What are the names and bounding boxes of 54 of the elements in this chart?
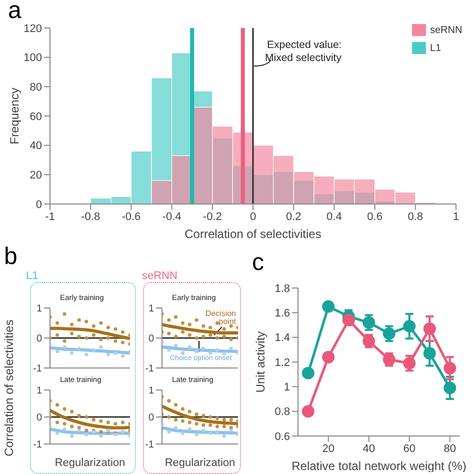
y-tick-label: 120 [24,22,42,35]
annotation: Decision point [204,309,236,327]
ref-line-label: Expected value: Mixed selectivity [265,39,342,64]
chart-title: L1 [26,270,38,282]
x-axis-title: Regularization [54,457,126,469]
x-tick-label: 80 [444,442,456,455]
text: a [8,0,22,24]
x-tick-label: 60 [403,442,416,455]
y-tick-label: 1.6 [274,308,290,320]
chart-title: seRNN [142,270,178,282]
x-tick-label: 1 [452,210,460,223]
y-tick-label: 1 [36,304,42,315]
x-tick-label: 0.6 [367,210,382,223]
text: b [4,243,18,270]
y-axis-title: Unit activity [253,331,268,393]
y-tick-label: 20 [30,170,42,182]
y-axis-title: Correlation of selectivities [2,318,17,458]
y-tick-label: 0 [148,412,154,424]
y-axis-title: Frequency [7,88,22,144]
text: c [252,249,264,276]
y-tick-label: 1 [36,386,42,397]
x-tick-label: -0.6 [122,210,141,223]
x-axis-title: Regularization [164,457,236,469]
y-tick-label: 0 [36,334,42,345]
y-tick-label: 0.6 [274,430,290,443]
y-tick-label: -1 [145,364,154,375]
x-tick-label: 0.4 [326,210,342,223]
y-tick-label: 1.2 [274,356,290,369]
y-tick-label: 0 [36,412,42,424]
x-tick-label: -0.2 [202,210,222,223]
y-tick-label: 100 [24,52,42,64]
legend-label: L1 [430,42,442,54]
y-tick-label: 40 [30,140,42,152]
x-tick-label: 0 [250,210,256,223]
y-tick-label: 0 [36,198,42,211]
y-tick-label: 1 [148,304,154,315]
y-tick-label: 1 [284,382,290,394]
y-tick-label: 60 [30,110,42,123]
x-tick-label: -0.8 [81,210,100,223]
x-axis-title: Correlation of selectivities [184,227,322,241]
x-tick-label: 0.2 [286,210,302,223]
y-tick-label: 1.8 [274,282,290,295]
x-tick-label: -1 [45,210,55,223]
x-tick-label: 0.8 [408,210,424,223]
y-tick-label: 0 [148,334,154,345]
y-tick-label: 1.4 [274,332,290,344]
y-tick-label: 1 [148,386,154,397]
x-tick-label: 40 [362,442,375,455]
x-tick-label: -0.4 [162,210,182,223]
x-tick-label: 20 [322,442,334,455]
y-tick-label: 80 [30,82,42,94]
y-tick-label: -1 [33,364,42,375]
y-tick-label: 0.8 [274,406,290,418]
legend-label: seRNN [430,24,464,36]
